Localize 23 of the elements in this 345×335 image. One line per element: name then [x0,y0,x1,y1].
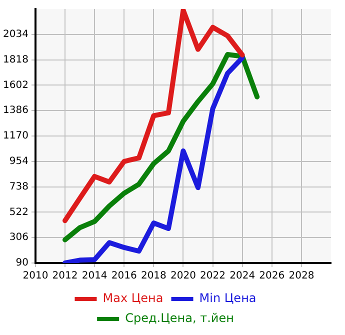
x-tick-label: 2024 [230,270,256,282]
x-tick-label: 2010 [22,270,48,282]
x-tick-label: 2016 [111,270,137,282]
x-tick-label: 2012 [52,270,78,282]
y-tick-label: 738 [9,181,28,192]
legend-label: Сред.Цена, т.йен [125,311,234,326]
legend-label: Min Цена [199,291,256,306]
x-tick-label: 2018 [140,270,166,282]
y-tick-label: 1386 [2,105,28,116]
y-tick-label: 1602 [2,80,28,91]
x-tick-label: 2028 [288,270,314,282]
x-tick-label: 2014 [82,270,108,282]
y-tick-label: 306 [9,232,28,244]
y-tick-label: 90 [16,258,28,269]
x-tick-label: 2020 [170,270,196,282]
legend-label: Max Цена [102,291,164,306]
y-tick-label: 1170 [2,130,28,142]
y-tick-label: 954 [9,156,28,167]
y-tick-label: 522 [9,206,28,218]
y-tick-label: 2034 [2,28,28,40]
x-tick-label: 2022 [200,270,226,282]
x-tick-label: 2026 [259,270,285,282]
y-tick-label: 1818 [2,54,28,66]
